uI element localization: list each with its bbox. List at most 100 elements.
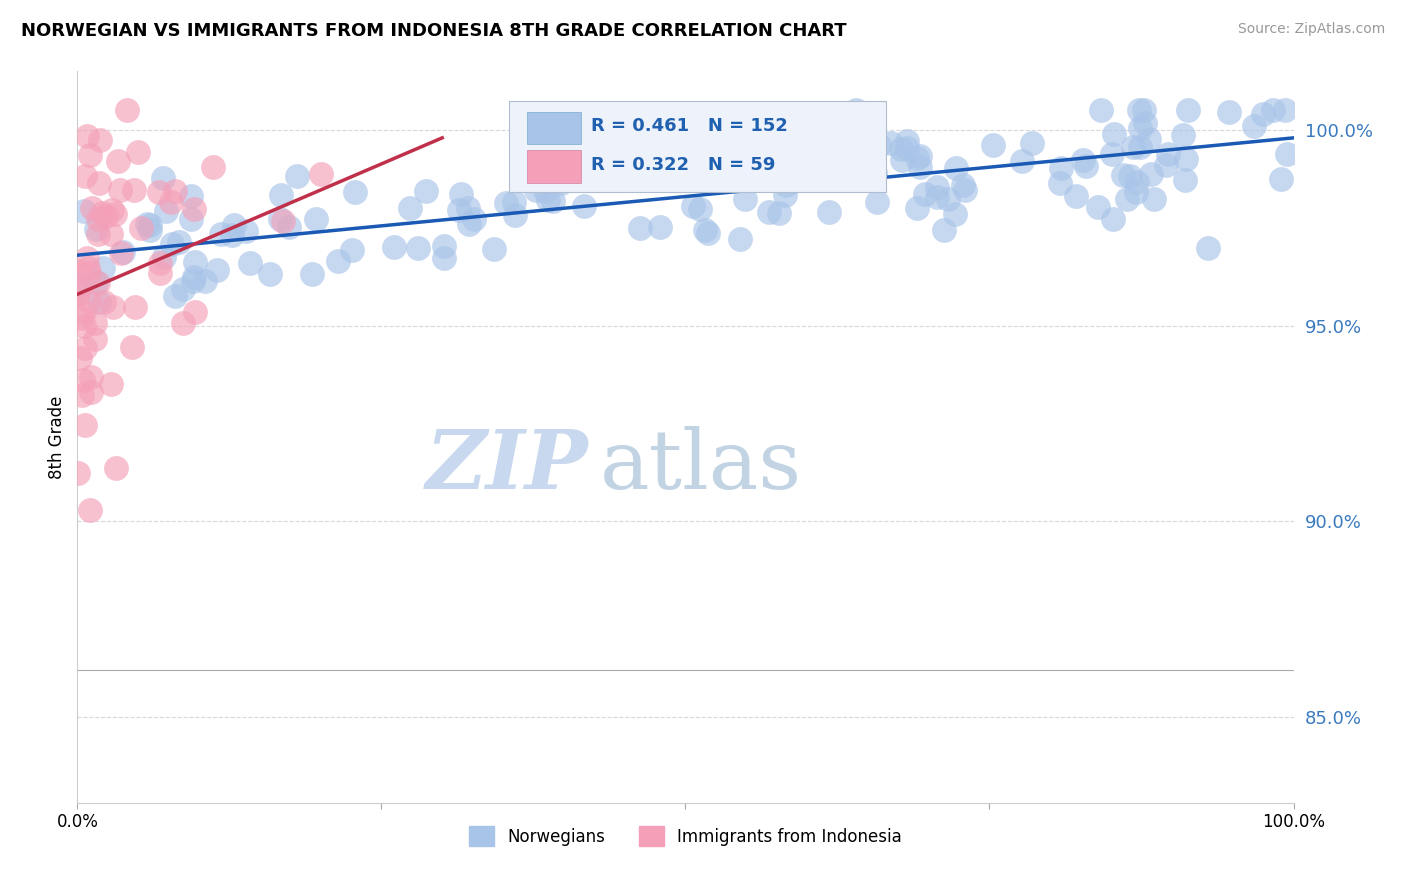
Point [76, 129, 98, 144]
Point [131, 220, 153, 235]
Point [1274, 103, 1296, 118]
Point [1011, 154, 1033, 169]
Point [66, 466, 89, 480]
Point [1064, 189, 1087, 203]
Point [433, 239, 456, 253]
Point [202, 160, 225, 174]
Point [183, 270, 205, 285]
Point [734, 192, 756, 206]
FancyBboxPatch shape [509, 101, 886, 192]
Point [482, 242, 505, 256]
Point [121, 340, 143, 354]
Text: NORWEGIAN VS IMMIGRANTS FROM INDONESIA 8TH GRADE CORRELATION CHART: NORWEGIAN VS IMMIGRANTS FROM INDONESIA 8… [21, 22, 846, 40]
Point [104, 460, 127, 475]
Point [628, 220, 651, 235]
Point [152, 171, 174, 186]
Point [124, 300, 146, 314]
Point [160, 195, 183, 210]
Text: ZIP: ZIP [426, 426, 588, 507]
Point [845, 103, 868, 118]
Point [1050, 161, 1073, 175]
Point [73, 319, 96, 334]
Point [927, 190, 949, 204]
Point [73, 169, 96, 184]
Point [650, 219, 672, 234]
Point [1074, 159, 1097, 173]
Point [1154, 158, 1177, 172]
Point [415, 185, 437, 199]
Point [110, 183, 132, 197]
Point [728, 232, 751, 246]
Point [87, 227, 110, 241]
Point [139, 223, 162, 237]
Point [77, 266, 100, 280]
Point [183, 202, 205, 216]
Point [724, 169, 747, 184]
Legend: Norwegians, Immigrants from Indonesia: Norwegians, Immigrants from Indonesia [463, 820, 908, 853]
Point [1197, 240, 1219, 254]
Point [927, 180, 949, 194]
Point [1251, 106, 1274, 120]
Point [981, 138, 1004, 153]
Point [382, 240, 405, 254]
Point [824, 139, 846, 153]
Point [101, 202, 124, 217]
FancyBboxPatch shape [527, 112, 581, 144]
Point [79, 370, 101, 384]
Point [1021, 136, 1043, 151]
Point [149, 266, 172, 280]
Point [180, 211, 202, 226]
Point [707, 162, 730, 177]
Point [804, 156, 827, 170]
Point [139, 218, 162, 232]
Point [163, 184, 186, 198]
Point [115, 103, 138, 118]
Point [524, 183, 547, 197]
Point [90, 205, 112, 219]
Point [713, 171, 735, 186]
Point [343, 185, 366, 199]
Point [73, 341, 96, 355]
Point [908, 160, 931, 174]
Point [1087, 200, 1109, 214]
Point [342, 243, 364, 257]
Point [863, 166, 886, 180]
Point [70, 311, 93, 326]
Point [127, 145, 149, 159]
Point [222, 219, 245, 233]
Text: R = 0.322   N = 59: R = 0.322 N = 59 [591, 156, 775, 174]
Point [269, 212, 291, 227]
Point [172, 282, 194, 296]
Point [149, 256, 172, 270]
Point [773, 187, 796, 202]
Point [1090, 103, 1112, 118]
Point [160, 236, 183, 251]
Point [278, 220, 301, 235]
Point [69, 351, 91, 366]
Point [399, 201, 422, 215]
Point [163, 289, 186, 303]
Point [1157, 146, 1180, 161]
Point [1112, 168, 1135, 182]
Point [70, 388, 93, 402]
Point [943, 206, 966, 220]
Point [152, 250, 174, 264]
Point [285, 169, 308, 183]
Point [1049, 176, 1071, 190]
Text: atlas: atlas [600, 426, 803, 507]
Point [503, 208, 526, 222]
Point [67, 283, 90, 297]
Point [758, 205, 780, 219]
Point [561, 115, 583, 129]
Point [301, 267, 323, 281]
Point [75, 417, 97, 432]
Point [682, 199, 704, 213]
Point [689, 202, 711, 216]
Point [1263, 103, 1285, 118]
Point [945, 161, 967, 176]
Point [86, 212, 108, 227]
Point [914, 186, 936, 201]
Point [122, 183, 145, 197]
Point [1102, 211, 1125, 226]
Point [96, 209, 118, 223]
